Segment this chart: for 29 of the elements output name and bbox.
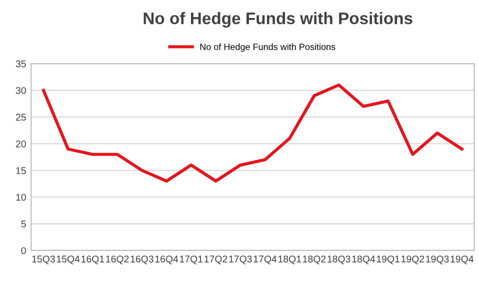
- x-tick-label: 17Q1: [180, 256, 203, 264]
- y-tick-label: 30: [16, 87, 26, 94]
- y-tick-label: 15: [16, 167, 26, 174]
- x-tick-label: 18Q2: [303, 256, 326, 264]
- x-tick-label: 18Q1: [278, 256, 302, 264]
- y-tick-label: 10: [16, 194, 26, 201]
- chart-title: No of Hedge Funds with Positions: [144, 12, 412, 28]
- x-tick-label: 17Q4: [254, 256, 277, 264]
- x-tick-label: 17Q2: [204, 256, 228, 264]
- x-tick-label: 16Q1: [82, 256, 104, 264]
- x-tick-label: 16Q3: [130, 256, 154, 264]
- x-tick-label: 17Q3: [229, 256, 252, 264]
- y-tick-label: 0: [21, 247, 26, 254]
- y-tick-label: 35: [16, 60, 26, 68]
- x-tick-label: 15Q4: [56, 256, 80, 264]
- x-tick-label: 19Q4: [450, 256, 474, 264]
- x-tick-label: 16Q2: [106, 256, 129, 264]
- y-tick-label: 25: [16, 114, 26, 121]
- x-tick-label: 16Q4: [155, 256, 178, 264]
- y-tick-label: 20: [16, 140, 26, 148]
- y-tick-label: 5: [21, 220, 26, 228]
- legend-label: No of Hedge Funds with Positions: [200, 43, 336, 52]
- x-tick-label: 18Q4: [352, 256, 376, 264]
- x-tick-label: 18Q3: [328, 256, 350, 264]
- x-tick-label: 19Q3: [426, 256, 449, 264]
- line-series: [42, 83, 464, 183]
- x-tick-label: 15Q3: [32, 256, 55, 264]
- x-tick-label: 19Q1: [376, 256, 400, 264]
- x-tick-label: 19Q2: [402, 256, 424, 264]
